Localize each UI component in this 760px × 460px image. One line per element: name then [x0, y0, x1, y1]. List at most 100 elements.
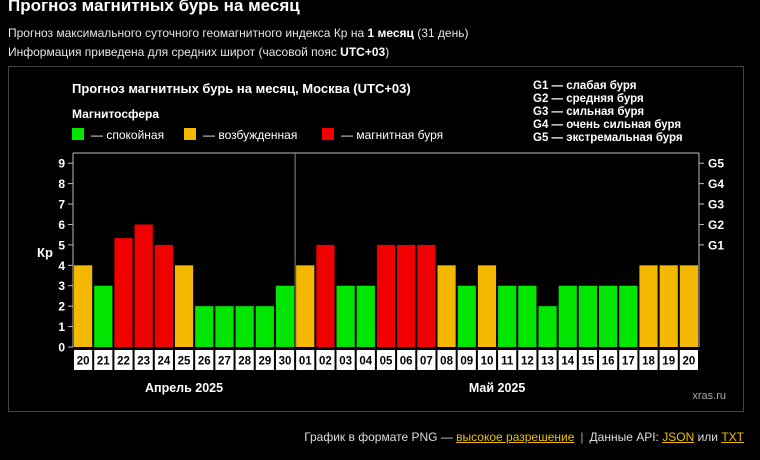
g-label-G4: G4 — [708, 177, 724, 191]
date-cell-5 — [174, 350, 194, 370]
date-cell-11 — [296, 350, 315, 370]
legend-swatch-2 — [322, 128, 334, 140]
date-cell-24 — [558, 350, 577, 370]
chart-frame: Прогноз магнитных бурь на месяц, Москва … — [8, 66, 744, 412]
x-tick-label-15: 05 — [380, 356, 393, 368]
y-tick-label-4: 4 — [58, 259, 65, 273]
date-cell-18 — [437, 350, 456, 370]
storm-legend-2: G3 — сильная буря — [533, 106, 644, 118]
storm-legend-0: G1 — слабая буря — [533, 80, 637, 92]
bar-24 — [558, 285, 577, 347]
png-text: График в формате PNG — — [304, 430, 457, 444]
bar-8 — [235, 306, 254, 347]
date-cell-22 — [518, 350, 537, 370]
x-tick-label-0: 20 — [77, 356, 90, 368]
forecast-description-post: (31 день) — [413, 26, 469, 40]
y-tick-label-3: 3 — [58, 279, 65, 293]
y-tick-label-8: 8 — [58, 177, 65, 191]
date-cell-17 — [417, 350, 436, 370]
x-tick-label-7: 27 — [218, 356, 231, 368]
x-tick-label-8: 28 — [238, 356, 251, 368]
bar-5 — [174, 265, 194, 347]
date-cell-19 — [457, 350, 476, 370]
month-label-1: Май 2025 — [469, 381, 526, 395]
api-text: Данные API: — [589, 430, 663, 444]
x-tick-label-3: 23 — [137, 356, 150, 368]
x-tick-label-6: 26 — [198, 356, 211, 368]
x-tick-label-27: 17 — [622, 356, 635, 368]
bar-17 — [417, 244, 436, 347]
latitude-note-post: ) — [385, 45, 390, 59]
date-cell-27 — [619, 350, 638, 370]
page-title: Прогноз магнитных бурь на месяц — [8, 0, 300, 15]
x-tick-label-4: 24 — [157, 356, 170, 368]
g-label-G2: G2 — [708, 218, 724, 232]
bar-25 — [578, 285, 598, 347]
x-tick-label-10: 30 — [279, 356, 292, 368]
legend-label-1: — возбужденная — [203, 128, 297, 142]
json-link[interactable]: JSON — [662, 430, 695, 444]
bar-26 — [599, 285, 618, 347]
forecast-description-pre: Прогноз максимального суточного геомагни… — [8, 26, 368, 40]
g-label-G5: G5 — [708, 157, 724, 171]
chart-title: Прогноз магнитных бурь на месяц, Москва … — [72, 81, 411, 96]
x-tick-label-26: 16 — [602, 356, 615, 368]
y-tick-label-0: 0 — [58, 341, 65, 355]
date-cell-3 — [134, 350, 153, 370]
x-tick-label-21: 11 — [501, 356, 514, 368]
kp-forecast-chart: Прогноз магнитных бурь на месяц, Москва … — [37, 80, 726, 402]
bar-20 — [477, 265, 497, 347]
x-tick-label-18: 08 — [440, 356, 453, 368]
x-tick-label-19: 09 — [460, 356, 473, 368]
y-axis-label: Кр — [37, 245, 53, 260]
x-tick-label-22: 12 — [521, 356, 534, 368]
bar-1 — [94, 285, 113, 347]
bar-0 — [74, 265, 93, 347]
x-tick-label-17: 07 — [420, 356, 433, 368]
date-cell-12 — [316, 350, 335, 370]
date-cell-30 — [679, 350, 698, 370]
date-cell-15 — [376, 350, 396, 370]
bar-28 — [639, 265, 658, 347]
x-tick-label-23: 13 — [541, 356, 554, 368]
y-tick-label-6: 6 — [58, 218, 65, 232]
date-cell-10 — [275, 350, 295, 370]
x-tick-label-25: 15 — [582, 356, 595, 368]
date-cell-4 — [154, 350, 173, 370]
date-cell-13 — [336, 350, 355, 370]
bar-3 — [134, 224, 153, 347]
date-cell-8 — [235, 350, 254, 370]
x-tick-label-1: 21 — [97, 356, 110, 368]
bar-21 — [498, 285, 517, 347]
date-cell-21 — [498, 350, 517, 370]
x-tick-label-16: 06 — [400, 356, 413, 368]
bar-19 — [457, 285, 476, 347]
date-cell-26 — [599, 350, 618, 370]
legend-swatch-1 — [184, 128, 196, 140]
x-tick-label-29: 19 — [662, 356, 675, 368]
x-tick-label-24: 14 — [561, 356, 574, 368]
bar-2 — [114, 238, 133, 347]
forecast-description: Прогноз максимального суточного геомагни… — [8, 26, 468, 40]
x-tick-label-2: 22 — [117, 356, 130, 368]
date-cell-0 — [74, 350, 93, 370]
watermark: xras.ru — [692, 390, 726, 402]
legend-label-2: — магнитная буря — [341, 128, 443, 142]
bar-11 — [296, 265, 315, 347]
hires-link[interactable]: высокое разрешение — [456, 430, 575, 444]
x-tick-label-30: 20 — [683, 356, 696, 368]
y-tick-label-2: 2 — [58, 300, 65, 314]
bar-29 — [659, 265, 678, 347]
y-tick-label-9: 9 — [58, 157, 65, 171]
bar-15 — [376, 244, 396, 347]
storm-legend-3: G4 — очень сильная буря — [533, 119, 681, 131]
x-tick-label-5: 25 — [178, 356, 191, 368]
date-cell-25 — [578, 350, 598, 370]
bar-10 — [275, 285, 295, 347]
bar-6 — [195, 306, 214, 347]
txt-link[interactable]: TXT — [721, 430, 744, 444]
date-cell-29 — [659, 350, 678, 370]
legend-label-0: — спокойная — [91, 128, 164, 142]
bar-12 — [316, 244, 335, 347]
footer-separator: | — [580, 430, 584, 444]
